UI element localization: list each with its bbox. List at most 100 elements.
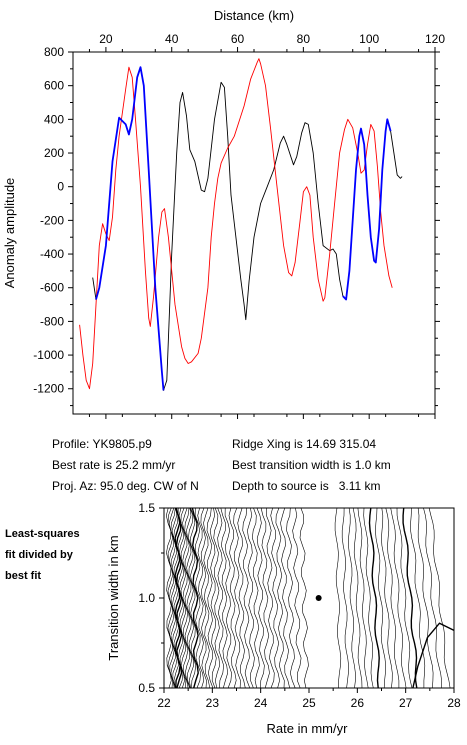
misfit-contour bbox=[299, 507, 309, 689]
misfit-contour bbox=[213, 507, 221, 689]
misfit-contour bbox=[410, 507, 426, 688]
x-tick-label: 80 bbox=[297, 32, 311, 46]
y-tick-label: 800 bbox=[44, 45, 64, 59]
rate-tick-label: 25 bbox=[302, 696, 316, 710]
misfit-contour bbox=[224, 507, 232, 689]
y-tick-label: -1200 bbox=[33, 382, 64, 396]
misfit-contour bbox=[341, 507, 349, 689]
misfit-contour bbox=[417, 507, 434, 689]
misfit-contour bbox=[182, 507, 189, 689]
rate-tick-label: 28 bbox=[447, 696, 461, 710]
rate-tick-label: 26 bbox=[351, 696, 365, 710]
misfit-axis-ticks: 22 23 24 25 26 27 28 0.5 1.0 1.5 bbox=[138, 501, 461, 710]
misfit-contour bbox=[286, 507, 296, 689]
best-width-label: Best transition width is 1.0 km bbox=[232, 458, 391, 472]
misfit-contour bbox=[191, 507, 199, 689]
misfit-contour bbox=[352, 507, 363, 689]
misfit-contour bbox=[256, 507, 265, 689]
misfit-contour bbox=[270, 507, 280, 689]
width-axis-title: Transition width in km bbox=[106, 535, 121, 660]
x-tick-label: 100 bbox=[359, 32, 379, 46]
misfit-contour bbox=[197, 507, 205, 689]
misfit-contour bbox=[348, 507, 356, 689]
rate-tick-label: 27 bbox=[399, 696, 413, 710]
misfit-contour bbox=[200, 507, 207, 689]
y-tick-label: -400 bbox=[40, 247, 64, 261]
misfit-contour bbox=[357, 507, 369, 689]
rate-tick-label: 24 bbox=[254, 696, 268, 710]
misfit-note-line-1: Least-squares bbox=[5, 528, 80, 540]
misfit-contour bbox=[280, 507, 290, 689]
best-rate-label: Best rate is 25.2 mm/yr bbox=[52, 458, 176, 472]
misfit-contour bbox=[260, 507, 270, 689]
x-tick-label: 60 bbox=[231, 32, 245, 46]
red-anomaly-series bbox=[79, 58, 393, 390]
distance-axis-title: Distance (km) bbox=[214, 8, 294, 23]
misfit-contour bbox=[220, 507, 229, 689]
best-fit-marker bbox=[315, 595, 322, 601]
misfit-contour bbox=[217, 507, 225, 689]
misfit-contour bbox=[251, 507, 260, 689]
x-tick-label: 40 bbox=[165, 32, 179, 46]
width-tick-label: 1.5 bbox=[138, 501, 155, 515]
misfit-contour bbox=[292, 507, 302, 689]
misfit-contour-minimum bbox=[412, 622, 455, 689]
misfit-contour bbox=[334, 507, 342, 689]
rate-axis-title: Rate in mm/yr bbox=[267, 721, 349, 736]
misfit-contour bbox=[209, 507, 217, 689]
anomaly-plot-frame bbox=[72, 51, 436, 415]
amplitude-axis-title: Anomaly amplitude bbox=[2, 178, 17, 289]
misfit-contour bbox=[423, 507, 442, 689]
y-tick-label: -1000 bbox=[33, 348, 64, 362]
misfit-note: Least-squares fit divided by best fit bbox=[5, 524, 80, 587]
misfit-contour bbox=[363, 507, 374, 689]
misfit-contour bbox=[175, 507, 183, 689]
misfit-contour bbox=[385, 507, 400, 688]
misfit-contour bbox=[167, 507, 173, 689]
anomaly-curves bbox=[79, 58, 403, 391]
black-anomaly-series bbox=[92, 66, 403, 391]
misfit-contours bbox=[165, 507, 455, 689]
y-tick-label: 600 bbox=[44, 79, 64, 93]
width-tick-label: 0.5 bbox=[138, 681, 155, 695]
y-tick-label: 400 bbox=[44, 112, 64, 126]
profile-label: Profile: YK9805.p9 bbox=[52, 437, 152, 451]
misfit-contour bbox=[368, 507, 380, 689]
x-tick-label: 120 bbox=[425, 32, 445, 46]
misfit-contour bbox=[203, 507, 211, 689]
misfit-contour bbox=[275, 507, 285, 689]
misfit-contour bbox=[396, 507, 413, 689]
y-tick-label: 0 bbox=[57, 180, 64, 194]
misfit-note-line-2: fit divided by bbox=[5, 549, 73, 561]
misfit-contour bbox=[180, 507, 187, 689]
misfit-contour bbox=[188, 507, 195, 689]
misfit-contour bbox=[228, 507, 237, 689]
misfit-contour bbox=[428, 507, 451, 689]
anomaly-axis-ticks: 20 40 60 80 100 120 -1200 -1000 -800 -600 -400 -200… bbox=[33, 32, 445, 419]
rate-tick-label: 22 bbox=[157, 696, 171, 710]
misfit-contour bbox=[402, 507, 418, 689]
misfit-contour bbox=[375, 507, 387, 689]
rate-tick-label: 23 bbox=[206, 696, 220, 710]
misfit-contour bbox=[390, 507, 407, 689]
x-tick-label: 20 bbox=[99, 32, 113, 46]
blue-anomaly-series bbox=[342, 118, 392, 301]
misfit-contour bbox=[233, 507, 241, 689]
misfit-contour bbox=[242, 507, 251, 689]
y-tick-label: -600 bbox=[40, 281, 64, 295]
anomaly-chart: 20 40 60 80 100 120 -1200 -1000 -800 -600 -400 -200… bbox=[2, 8, 445, 419]
misfit-note-line-3: best fit bbox=[5, 570, 42, 582]
misfit-contour-chart: 22 23 24 25 26 27 28 0.5 1.0 1.5 Rate in mm/yr Tr… bbox=[106, 501, 461, 736]
misfit-contour bbox=[186, 507, 193, 689]
misfit-contour bbox=[190, 507, 197, 689]
misfit-contour bbox=[194, 507, 202, 689]
source-depth-label: Depth to source is 3.11 km bbox=[232, 479, 381, 493]
misfit-contour bbox=[381, 507, 393, 689]
blue-anomaly-series bbox=[95, 66, 165, 391]
projection-azimuth-label: Proj. Az: 95.0 deg. CW of N bbox=[52, 479, 199, 493]
y-tick-label: 200 bbox=[44, 146, 64, 160]
misfit-contour bbox=[206, 507, 214, 689]
misfit-contour bbox=[237, 507, 246, 689]
y-tick-label: -200 bbox=[40, 213, 64, 227]
